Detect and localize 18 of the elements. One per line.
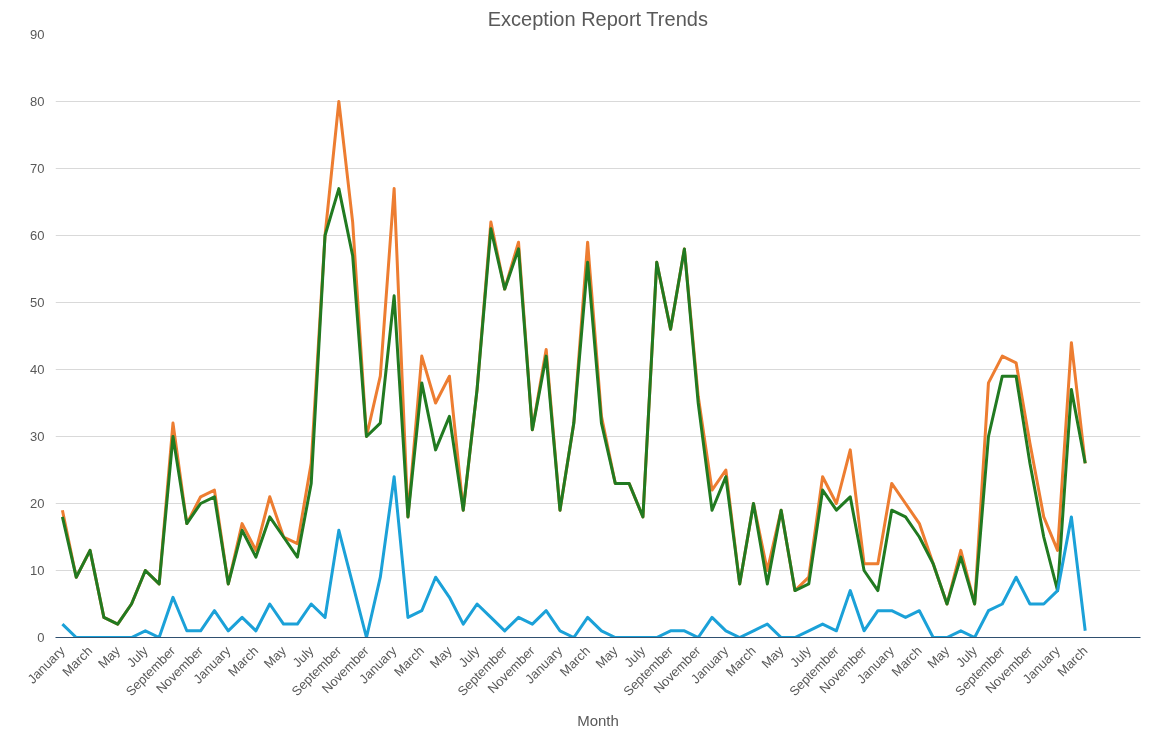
- x-axis-title: Month: [577, 712, 619, 730]
- y-tick-label: 70: [30, 161, 45, 176]
- y-tick-label: 80: [30, 94, 45, 109]
- y-tick-label: 30: [30, 429, 45, 444]
- y-tick-label: 50: [30, 295, 45, 310]
- x-tick-label: May: [260, 642, 290, 672]
- y-tick-label: 60: [30, 228, 45, 243]
- chart-title: Exception Report Trends: [487, 7, 708, 30]
- x-tick-label: May: [95, 642, 124, 672]
- x-tick-label: May: [758, 642, 787, 672]
- x-tick-label: May: [592, 642, 621, 672]
- y-tick-label: 0: [37, 630, 45, 645]
- x-tick-label: May: [924, 642, 953, 672]
- y-tick-label: 20: [30, 496, 45, 511]
- y-tick-label: 90: [30, 27, 45, 42]
- x-tick-label: May: [426, 642, 456, 672]
- y-tick-label: 40: [30, 362, 45, 377]
- y-tick-label: 10: [30, 563, 45, 578]
